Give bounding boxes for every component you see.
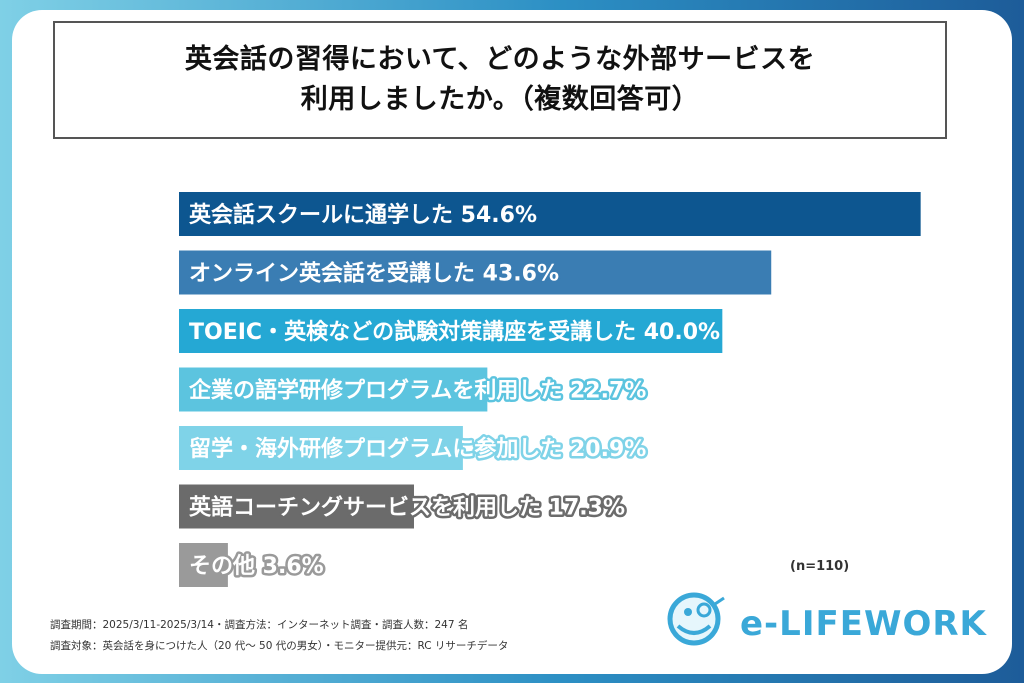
- question-title-line-2: 利用しましたか。（複数回答可）: [300, 84, 700, 115]
- bar-label-4: 留学・海外研修プログラムに参加した 20.9%: [189, 436, 646, 462]
- bar-label-2: TOEIC・英検などの試験対策講座を受講した 40.0%: [189, 319, 720, 345]
- e-lifework-logo: e-LIFEWORK: [652, 588, 986, 648]
- bar-label-1: オンライン英会話を受講した 43.6%: [189, 261, 559, 287]
- sample-size-note: (n=110): [790, 559, 850, 574]
- bar-label-0: 英会話スクールに通学した 54.6%: [189, 202, 537, 228]
- footnote-survey-period: 調査期間：2025/3/11-2025/3/14・調査方法：インターネット調査・…: [50, 619, 469, 631]
- smiling-face-logo-icon: [667, 592, 725, 646]
- bar-2: [179, 309, 723, 353]
- bar-5: [179, 484, 414, 529]
- bar-label-3: 企業の語学研修プログラムを利用した 22.7%: [188, 378, 646, 404]
- bar-1: [179, 250, 772, 295]
- bar-label-6: その他 3.6%: [189, 554, 324, 579]
- bar-6: [179, 543, 228, 587]
- bar-label-5: 英語コーチングサービスを利用した 17.3%: [189, 495, 625, 521]
- question-title-box: 英会話の習得において、どのような外部サービスを 利用しましたか。（複数回答可）: [53, 21, 947, 139]
- footnote-survey-target: 調査対象：英会話を身につけた人（20 代～ 50 代の男女）・モニター提供元：R…: [50, 640, 509, 652]
- bar-3: [179, 367, 488, 412]
- bar-4: [179, 426, 463, 470]
- question-title-line-1: 英会話の習得において、どのような外部サービスを: [184, 44, 816, 75]
- logo-wordmark: e-LIFEWORK: [740, 604, 987, 644]
- bar-0: [179, 192, 921, 236]
